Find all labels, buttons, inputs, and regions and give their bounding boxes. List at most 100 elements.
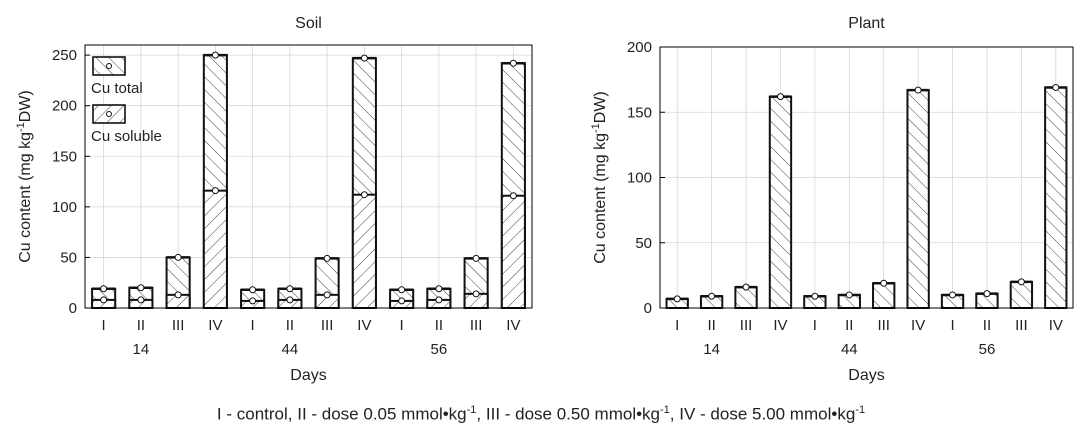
dose-caption: I - control, II - dose 0.05 mmol•kg-1, I… [0,404,1082,425]
marker-total [100,285,108,293]
group-label: 56 [979,341,996,358]
marker-soluble [100,296,108,304]
marker-soluble [398,297,406,305]
marker-soluble [286,296,294,304]
y-axis-label-text: Cu content (mg kg [17,132,34,263]
chart-title: Plant [848,15,885,32]
marker-total [137,284,145,292]
marker-total [983,290,991,298]
legend-marker [106,111,112,117]
marker-total [845,291,853,299]
caption-superscript: -1 [660,404,670,416]
tick-label-y: 150 [627,104,652,121]
y-axis-label: Cu content (mg kg-1DW) [590,91,609,264]
tick-label-x: III [740,317,753,334]
bar-total [872,282,896,309]
tick-label-x: III [1015,317,1028,334]
marker-total [708,292,716,300]
caption-superscript: -1 [466,404,477,416]
legend-marker [106,63,112,69]
tick-label-x: IV [773,317,787,334]
marker-total [286,285,294,293]
tick-label-x: II [435,317,443,334]
y-axis-label-sup: -1 [15,122,27,132]
tick-label-x: I [400,317,404,334]
marker-soluble [323,291,331,299]
marker-total [472,254,480,262]
marker-soluble [435,296,443,304]
x-axis-label: Days [848,367,884,384]
marker-total [914,86,922,94]
tick-label-x: III [877,317,890,334]
x-axis-label: Days [290,367,326,384]
caption-text: , IV - dose 5.00 mmol•kg [669,404,856,424]
tick-label-y: 150 [52,148,77,165]
marker-soluble [174,291,182,299]
bar-total [768,95,793,309]
marker-total [174,253,182,261]
tick-label-x: I [813,317,817,334]
tick-label-x: I [950,317,954,334]
tick-label-x: IV [357,317,371,334]
caption-text: I - control, II - dose 0.05 mmol•kg [216,404,467,424]
group-label: 44 [841,341,858,358]
marker-total [398,286,406,294]
tick-label-y: 250 [52,47,77,64]
bar-total [906,89,930,309]
tick-label-x: IV [506,317,520,334]
marker-total [249,286,257,294]
y-axis-label-end: DW) [17,90,34,122]
caption-superscript: -1 [855,404,866,416]
legend-label: Cu soluble [91,128,162,145]
bar-total [1009,280,1034,309]
marker-total [811,292,819,300]
legend-label: Cu total [91,80,143,97]
tick-label-y: 100 [52,199,77,216]
marker-total [1017,278,1025,286]
tick-label-x: II [845,317,853,334]
marker-total [435,285,443,293]
bar-soluble [202,189,228,310]
tick-label-y: 0 [644,300,652,317]
bar-total [1044,86,1068,309]
marker-total [880,279,888,287]
marker-total [360,54,368,62]
tick-label-x: III [470,317,483,334]
chart-title: Soil [295,15,322,32]
y-axis-label-sup: -1 [590,123,602,133]
group-label: 44 [282,341,299,358]
marker-total [211,51,219,59]
tick-label-y: 0 [69,300,77,317]
caption-text: , III - dose 0.50 mmol•kg [476,404,661,424]
marker-total [949,291,957,299]
axes-box [84,44,533,309]
tick-label-y: 100 [627,170,652,187]
tick-label-y: 50 [635,235,652,252]
y-axis-label-end: DW) [592,91,609,123]
group-label: 56 [431,341,448,358]
tick-label-x: I [251,317,255,334]
tick-label-x: III [172,317,185,334]
marker-soluble [472,290,480,298]
tick-label-x: IV [1049,317,1063,334]
marker-soluble [211,187,219,195]
group-label: 14 [133,341,150,358]
bar-soluble [351,193,377,309]
group-label: 14 [703,341,720,358]
y-axis-label: Cu content (mg kg-1DW) [15,90,34,263]
tick-label-x: II [137,317,145,334]
tick-label-y: 200 [627,39,652,56]
tick-label-x: I [675,317,679,334]
marker-total [776,93,784,101]
marker-soluble [137,296,145,304]
tick-label-x: I [102,317,106,334]
marker-total [673,295,681,303]
marker-soluble [249,297,257,305]
tick-label-x: II [707,317,715,334]
tick-label-y: 50 [60,249,77,266]
marker-soluble [509,192,517,200]
marker-total [509,59,517,67]
